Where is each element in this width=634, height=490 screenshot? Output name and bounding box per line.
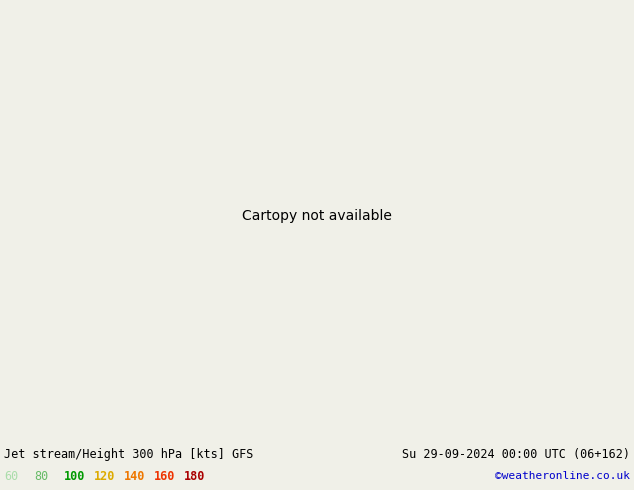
Text: 160: 160 (154, 469, 176, 483)
Text: 100: 100 (64, 469, 86, 483)
Text: ©weatheronline.co.uk: ©weatheronline.co.uk (495, 471, 630, 481)
Text: Cartopy not available: Cartopy not available (242, 209, 392, 222)
Text: Su 29-09-2024 00:00 UTC (06+162): Su 29-09-2024 00:00 UTC (06+162) (402, 448, 630, 462)
Text: 180: 180 (184, 469, 205, 483)
Text: 140: 140 (124, 469, 145, 483)
Text: Jet stream/Height 300 hPa [kts] GFS: Jet stream/Height 300 hPa [kts] GFS (4, 448, 254, 462)
Text: 80: 80 (34, 469, 48, 483)
Text: 60: 60 (4, 469, 18, 483)
Text: 120: 120 (94, 469, 115, 483)
